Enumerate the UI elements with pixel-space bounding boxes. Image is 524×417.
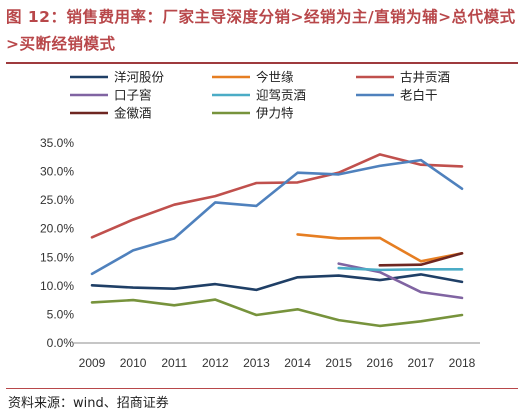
series-line-6 xyxy=(90,158,464,276)
x-tick-label: 2014 xyxy=(284,356,311,370)
x-tick-label: 2010 xyxy=(120,356,147,370)
y-tick-label: 15.0% xyxy=(40,250,74,264)
legend-label: 今世缘 xyxy=(256,70,294,85)
source-note: 资料来源：wind、招商证券 xyxy=(8,396,169,411)
chart-title-block: 图 12：销售费用率：厂家主导深度分销>经销为主/直销为辅>总代模式>买断经销模… xyxy=(6,4,518,58)
series-line-8 xyxy=(90,298,464,328)
series-line-7 xyxy=(378,252,464,267)
x-tick-label: 2012 xyxy=(202,356,229,370)
legend-label: 老白干 xyxy=(400,88,438,103)
legend-label: 伊力特 xyxy=(256,106,294,121)
x-tick-label: 2011 xyxy=(161,356,187,370)
legend-label: 洋河股份 xyxy=(114,70,165,85)
legend-label: 金徽酒 xyxy=(114,106,152,121)
x-tick-label: 2015 xyxy=(325,356,352,370)
y-tick-label: 25.0% xyxy=(40,193,74,207)
legend-label: 口子窖 xyxy=(114,88,152,103)
figure-title: 图 12：销售费用率：厂家主导深度分销>经销为主/直销为辅>总代模式>买断经销模… xyxy=(6,8,516,53)
series-line-1 xyxy=(90,273,464,292)
y-tick-label: 5.0% xyxy=(47,307,75,321)
footer-divider xyxy=(6,388,518,389)
line-chart: 0.0% 5.0% 10.0% 15.0% 20.0% 25.0% 30.0% 35.0% 20… xyxy=(40,70,480,370)
x-tick-label: 2009 xyxy=(79,356,106,370)
x-tick-label: 2016 xyxy=(366,356,393,370)
x-tick-label: 2017 xyxy=(408,356,435,370)
title-divider xyxy=(6,62,518,64)
x-tick-label: 2013 xyxy=(243,356,270,370)
series-line-2 xyxy=(296,233,464,263)
y-tick-label: 35.0% xyxy=(40,136,74,150)
series-line-3 xyxy=(90,153,464,239)
y-tick-label: 30.0% xyxy=(40,165,74,179)
x-tick-label: 2018 xyxy=(449,356,476,370)
y-tick-label: 10.0% xyxy=(40,279,74,293)
legend-label: 迎驾贡酒 xyxy=(256,88,306,103)
legend-label: 古井贡酒 xyxy=(400,70,450,85)
y-tick-label: 20.0% xyxy=(40,222,74,236)
y-tick-label: 0.0% xyxy=(47,336,75,350)
series-line-5 xyxy=(337,266,464,272)
